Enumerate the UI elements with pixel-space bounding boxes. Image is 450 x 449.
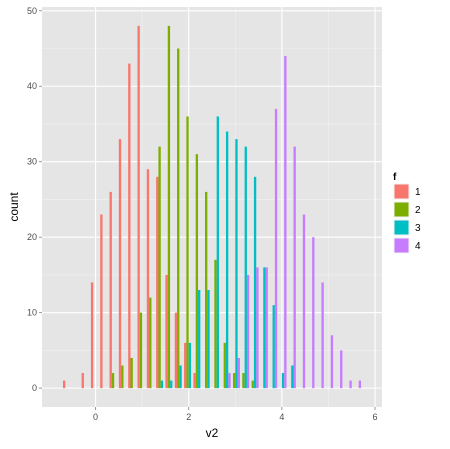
bar-f2 [111,373,115,389]
bar-f3 [179,365,182,389]
bar-f2 [149,297,152,389]
x-tick-label: 2 [186,412,191,422]
x-axis-title: v2 [206,426,219,440]
bar-f1 [156,176,159,389]
x-tick-label: 4 [279,412,284,422]
legend-swatch [394,220,409,235]
bar-f2 [232,373,236,389]
bar-f4 [228,373,231,389]
bar-f1 [100,214,103,389]
bar-f2 [177,48,180,389]
bar-f1 [174,312,178,389]
bar-f3 [272,305,275,389]
bar-f2 [158,146,161,389]
bar-f2 [223,342,226,389]
bar-f3 [188,342,192,389]
bar-f3 [170,380,173,389]
bar-f1 [62,380,66,389]
legend-label: 4 [415,241,421,252]
bars-layer [62,25,362,389]
panel-background [42,7,382,407]
bar-f3 [225,131,229,389]
y-tick-label: 30 [27,157,37,167]
y-tick-label: 0 [32,383,37,393]
bar-f4 [246,274,250,389]
y-tick-label: 20 [27,232,37,242]
legend-label: 3 [415,223,421,234]
y-tick-label: 40 [27,81,37,91]
x-tick-label: 0 [93,412,98,422]
bar-f4 [321,282,324,389]
bar-f1 [193,373,196,389]
bar-f4 [302,214,306,389]
bar-f3 [281,373,285,389]
bar-f2 [139,312,143,389]
bar-f3 [160,380,164,389]
major-gridlines [42,7,382,407]
bar-f4 [284,56,287,389]
bar-f3 [244,146,247,389]
bar-f3 [198,290,201,389]
bar-f4 [237,357,240,389]
bar-f2 [186,116,189,389]
bar-f4 [293,146,296,389]
bar-f4 [274,108,278,389]
legend-label: 2 [415,205,421,216]
bar-f2 [205,191,208,389]
y-tick-label: 50 [27,6,37,16]
bar-f1 [137,25,140,389]
y-axis: 0 10 20 30 40 50 [27,6,42,393]
bar-f3 [291,365,294,389]
bar-f2 [195,154,199,389]
bar-f4 [330,335,334,389]
bar-f4 [265,267,268,389]
bar-f4 [256,267,259,389]
bar-f4 [349,380,352,389]
legend-title: f [393,172,397,183]
bar-f1 [146,169,150,389]
legend-swatch [394,184,409,199]
bar-f4 [358,380,362,389]
legend-swatch [394,202,409,217]
bar-f2 [130,357,133,389]
bar-f2 [214,259,217,389]
bar-f1 [81,373,84,389]
bar-f1 [165,274,168,389]
y-tick-label: 10 [27,308,37,318]
bar-f3 [216,116,219,389]
bar-f1 [90,282,94,389]
y-axis-title: count [7,192,21,222]
bar-f3 [253,176,257,389]
x-axis: 0 2 4 6 [93,407,378,422]
bar-f3 [235,139,238,389]
x-tick-label: 6 [373,412,378,422]
bar-f4 [340,350,343,389]
bar-f2 [242,373,245,389]
bar-f1 [184,342,187,389]
bar-f1 [128,63,131,389]
bar-f1 [109,191,112,389]
bar-f4 [312,237,315,389]
legend: f 1 2 3 4 [392,172,421,255]
legend-swatch [394,238,409,253]
bar-f2 [251,380,254,389]
bar-f2 [167,25,171,389]
bar-f1 [118,139,122,389]
legend-label: 1 [415,187,421,198]
bar-f2 [121,365,124,389]
bar-f3 [263,267,266,389]
bar-f3 [207,290,210,389]
